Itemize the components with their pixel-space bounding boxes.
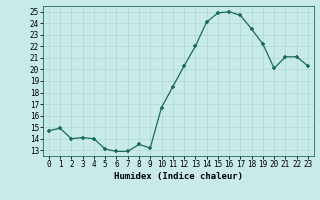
X-axis label: Humidex (Indice chaleur): Humidex (Indice chaleur) bbox=[114, 172, 243, 181]
